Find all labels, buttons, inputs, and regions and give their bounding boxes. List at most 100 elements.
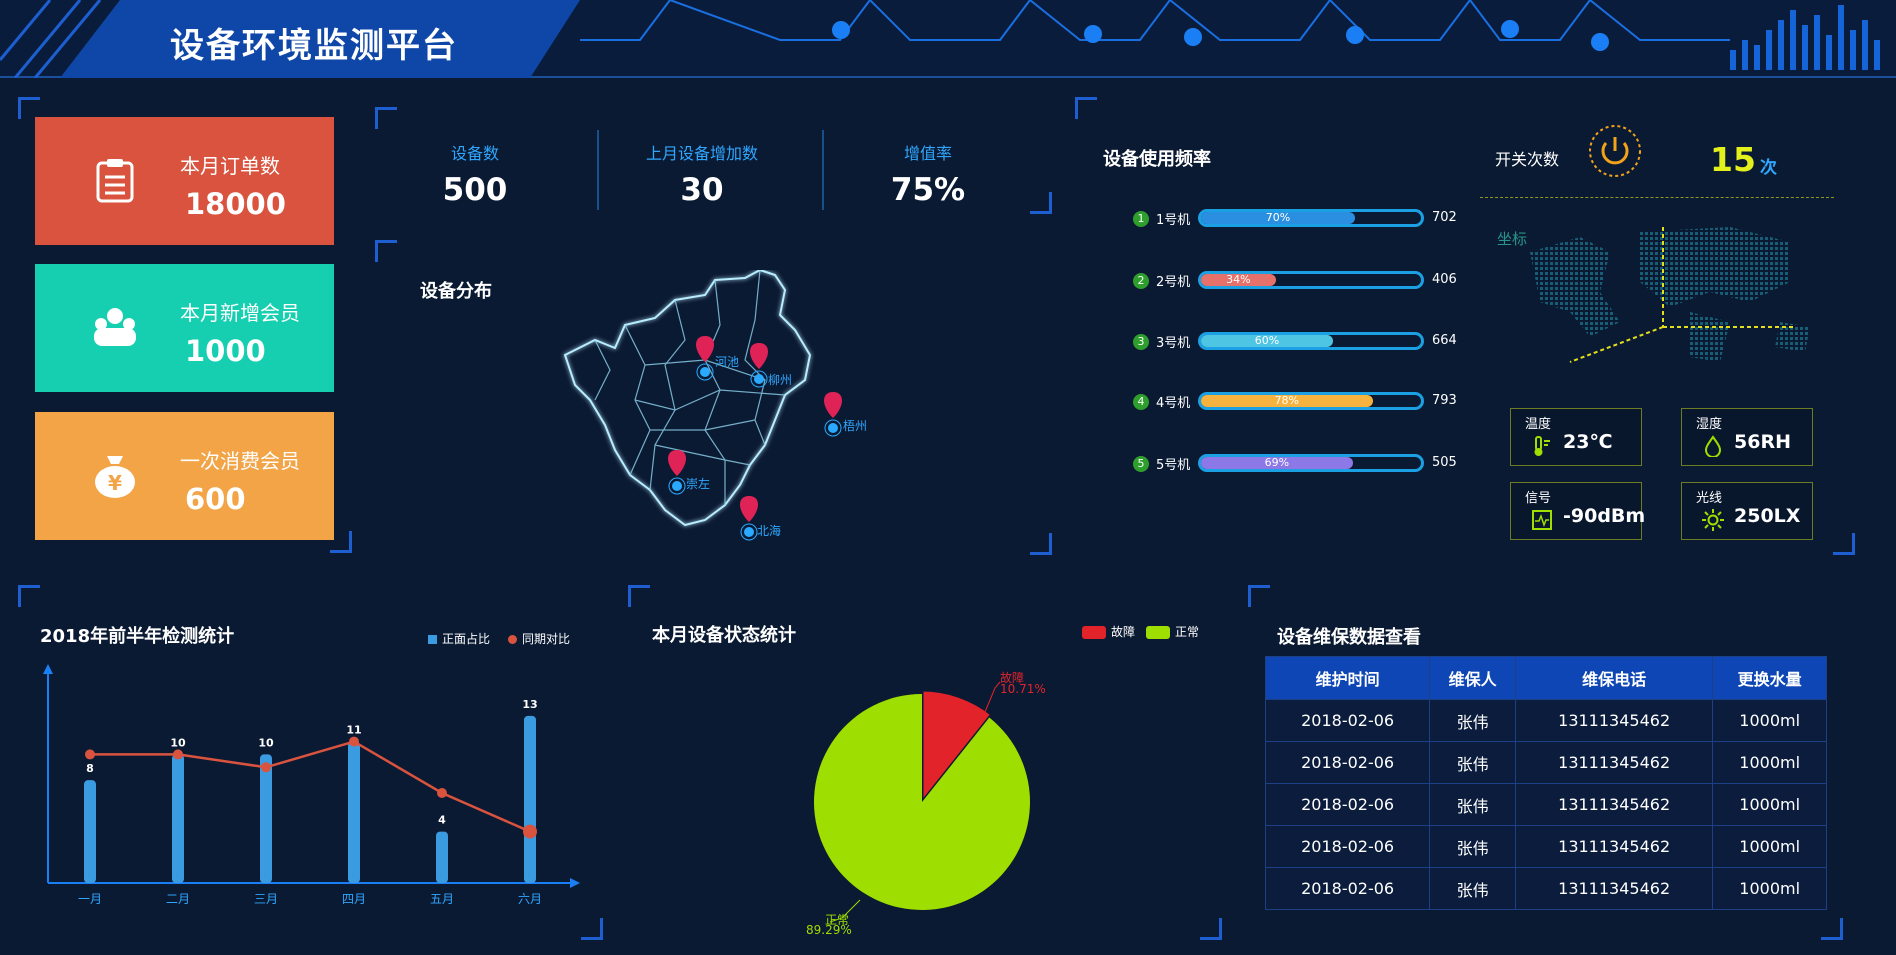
data-label: 4	[438, 814, 446, 827]
frequency-row: 3 3号机 60% 664	[1130, 331, 1490, 357]
power-icon[interactable]	[1587, 123, 1643, 179]
svg-text:¥: ¥	[108, 471, 122, 495]
machine-label: 3号机	[1156, 336, 1191, 351]
table-body: 2018-02-06 张伟 13111345462 1000ml 2018-02-06 张…	[1264, 699, 1827, 910]
usage-value: 793	[1432, 393, 1457, 408]
kpi-value: 1000	[185, 334, 266, 368]
data-label: 10	[258, 736, 274, 749]
droplet-icon	[1704, 435, 1722, 457]
line-point-6	[523, 824, 537, 839]
machine-label: 4号机	[1156, 396, 1191, 411]
pie-slice-fault[interactable]	[920, 688, 994, 807]
table-cell: 1000ml	[1712, 783, 1827, 826]
usage-value: 406	[1432, 272, 1457, 287]
kpi-card-new-members: 本月新增会员 1000	[35, 264, 334, 392]
x-tick-label: 二月	[166, 892, 190, 906]
column-header: 维保人	[1429, 656, 1516, 700]
table-row[interactable]: 2018-02-06 张伟 13111345462 1000ml	[1264, 699, 1827, 742]
money-bag-icon: ¥	[95, 456, 135, 498]
switch-unit: 次	[1760, 158, 1777, 178]
bar-1	[84, 780, 96, 883]
line-point-5	[437, 788, 447, 798]
sensor-value: 56RH	[1734, 431, 1791, 453]
kpi-panel-frame	[18, 97, 352, 553]
normal-pct: 89.29%	[806, 923, 852, 937]
machine-label: 5号机	[1156, 458, 1191, 473]
stat-value: 30	[680, 172, 724, 208]
city-label: 北海	[757, 524, 782, 538]
line-series	[90, 740, 531, 833]
rank-badge: 4	[1133, 394, 1149, 410]
map-panel-frame	[375, 240, 1052, 555]
table-row[interactable]: 2018-02-06 张伟 13111345462 1000ml	[1264, 783, 1827, 826]
x-axis-arrow	[570, 878, 580, 888]
legend-label: 正面占比	[442, 632, 491, 646]
progress-track: 34%	[1198, 271, 1424, 289]
pie-slice-normal[interactable]	[814, 694, 1030, 910]
fault-pct: 10.71%	[1000, 682, 1046, 696]
progress-percent: 70%	[1265, 211, 1291, 224]
legend-label: 故障	[1111, 625, 1136, 639]
legend-normal[interactable]: 正常	[1146, 623, 1199, 640]
progress-fill	[1201, 212, 1355, 224]
bar-3	[260, 754, 272, 883]
table-row[interactable]: 2018-02-06 张伟 13111345462 1000ml	[1264, 825, 1827, 868]
column-header: 维护时间	[1264, 656, 1431, 700]
machine-label: 1号机	[1156, 213, 1191, 228]
kpi-card-orders: 本月订单数 18000	[35, 117, 334, 245]
table-cell: 1000ml	[1712, 699, 1827, 742]
legend-label: 正常	[1175, 625, 1200, 639]
detect-title: 2018年前半年检测统计	[40, 626, 235, 647]
data-label: 13	[522, 698, 537, 711]
kpi-card-consume-members: ¥ 一次消费会员 600	[35, 412, 334, 540]
frequency-row: 1 1号机 70% 702	[1130, 208, 1490, 234]
kpi-label: 本月新增会员	[180, 301, 300, 325]
x-tick-label: 六月	[518, 892, 542, 906]
table-cell: 2018-02-06	[1264, 783, 1431, 826]
progress-fill	[1201, 335, 1333, 347]
usage-value: 664	[1432, 333, 1457, 348]
progress-fill	[1201, 395, 1373, 407]
progress-track: 70%	[1198, 209, 1424, 227]
bar-5	[436, 831, 448, 883]
stat-value: 500	[442, 172, 508, 208]
fault-label: 故障	[1000, 671, 1025, 685]
people-icon	[94, 308, 136, 346]
city-label: 梧州	[843, 419, 868, 433]
sensor-label: 光线	[1696, 491, 1723, 506]
frequency-title: 设备使用频率	[1103, 149, 1211, 170]
table-cell: 1000ml	[1712, 825, 1827, 868]
sensor-value: 250LX	[1734, 505, 1801, 527]
detect-chart: 8 一月 10 二月 10 三月 11 四月 4 五月 13 六月	[43, 664, 580, 906]
x-tick-label: 五月	[430, 892, 454, 906]
sensor-value: 23℃	[1563, 431, 1613, 453]
stat-last-month-added: 上月设备增加数 30	[602, 140, 802, 208]
frequency-row: 2 2号机 34% 406	[1130, 270, 1490, 296]
line-point-4	[349, 736, 359, 747]
progress-percent: 69%	[1264, 456, 1290, 469]
rank-badge: 2	[1133, 273, 1149, 289]
legend-line[interactable]: 同期对比	[508, 630, 570, 647]
legend-bar[interactable]: 正面占比	[428, 630, 490, 647]
sensor-label: 信号	[1525, 491, 1552, 506]
table-cell: 张伟	[1429, 699, 1516, 742]
city-label: 河池	[715, 355, 740, 369]
x-tick-label: 三月	[254, 892, 278, 906]
table-cell: 张伟	[1429, 867, 1516, 910]
table-row[interactable]: 2018-02-06 张伟 13111345462 1000ml	[1264, 741, 1827, 784]
line-point-2	[173, 749, 183, 760]
kpi-label: 一次消费会员	[180, 449, 300, 473]
legend-fault[interactable]: 故障	[1082, 623, 1135, 640]
bar-2	[172, 754, 184, 883]
sensor-humidity: 湿度 56RH	[1681, 408, 1813, 466]
data-label: 10	[170, 736, 186, 749]
clipboard-icon	[96, 159, 134, 203]
signal-icon	[1532, 510, 1552, 530]
city-label: 柳州	[768, 373, 793, 387]
table-row[interactable]: 2018-02-06 张伟 13111345462 1000ml	[1264, 867, 1827, 910]
table-cell: 2018-02-06	[1264, 741, 1431, 784]
status-title: 本月设备状态统计	[652, 625, 796, 646]
status-panel-frame	[628, 585, 1222, 940]
status-pie-chart	[814, 681, 1030, 923]
data-label: 8	[86, 762, 94, 775]
